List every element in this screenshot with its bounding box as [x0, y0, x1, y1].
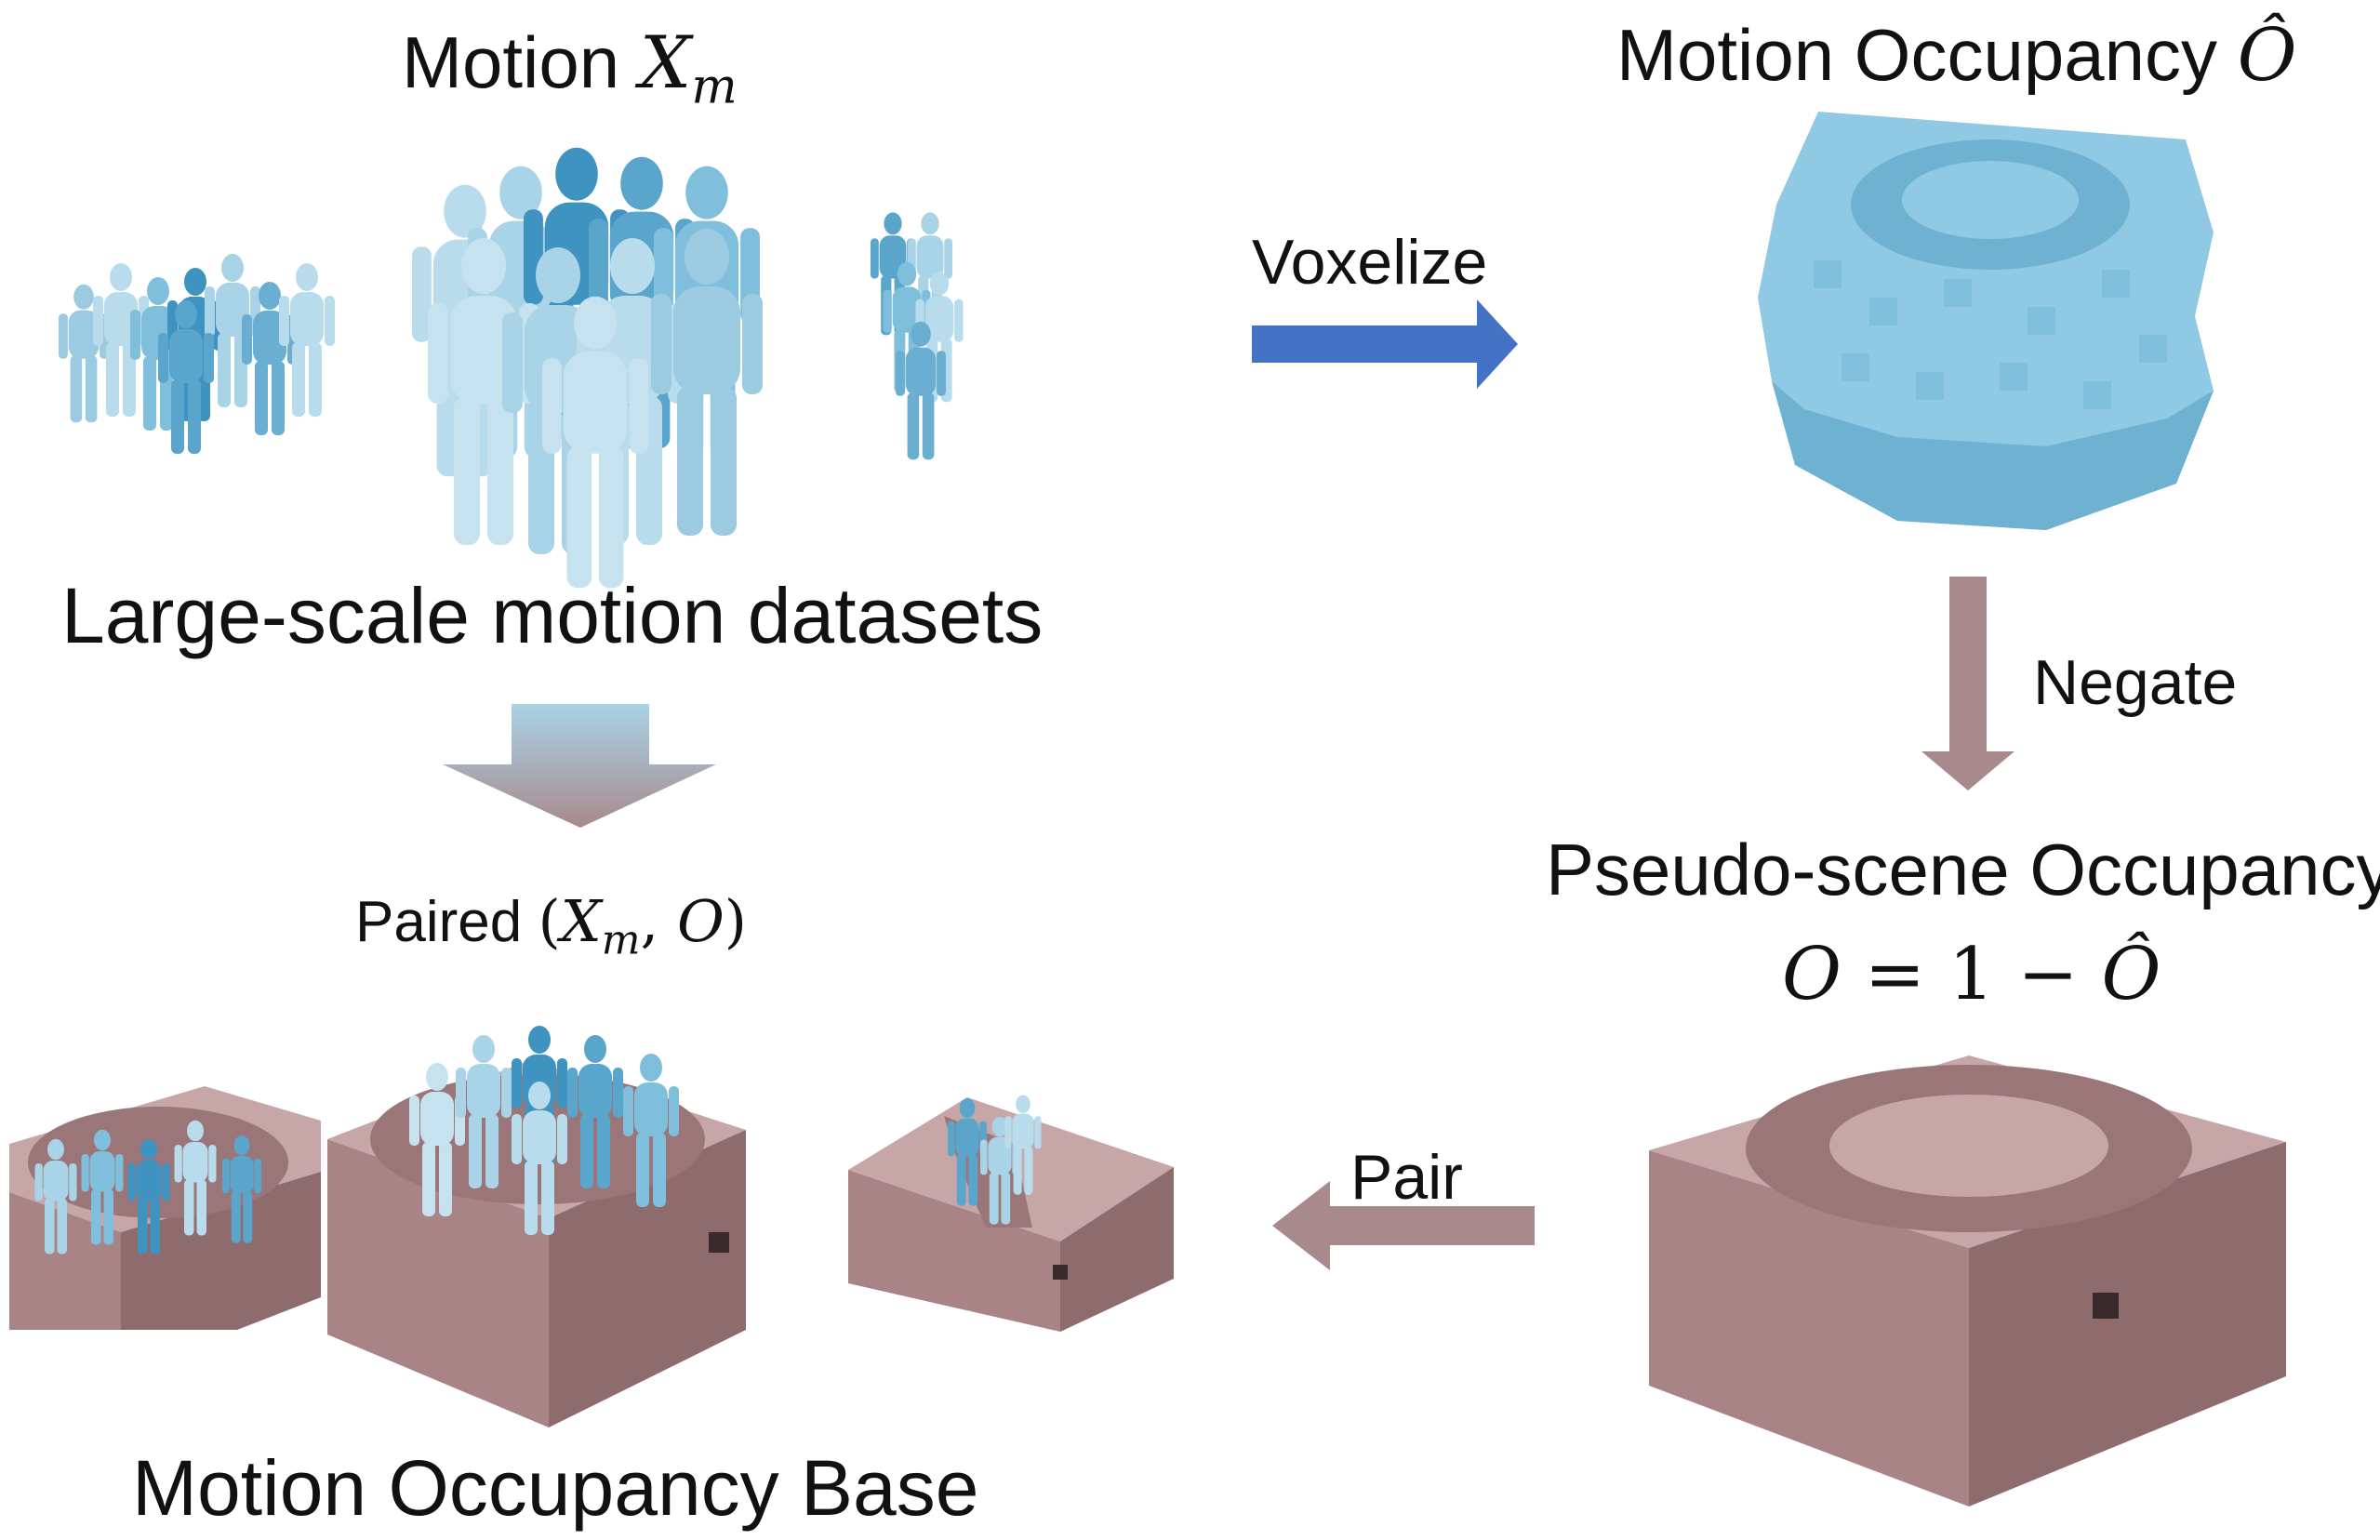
base-box-center [327, 1026, 746, 1427]
motion-occupancy-base-label: Motion Occupancy Base [132, 1444, 979, 1532]
paired-close: ) [724, 887, 747, 955]
small-motion-group-right [871, 212, 964, 460]
motion-occupancy-text: Motion Occupancy [1616, 14, 2238, 96]
paired-comma: , [640, 887, 677, 955]
voxelize-label: Voxelize [1252, 227, 1488, 298]
paired-sub: m [601, 916, 641, 964]
formula-eq: = 1 − [1841, 933, 2102, 1016]
paired-open: ( [538, 887, 561, 955]
base-box-left [9, 1086, 321, 1330]
negate-label: Negate [2033, 647, 2238, 718]
paired-label: Paired (Xm, O) [355, 893, 747, 961]
motion-var: X [639, 21, 692, 105]
pair-arrow [1272, 1181, 1535, 1270]
paired-text: Paired [355, 890, 538, 954]
small-motion-group-left [59, 254, 335, 454]
pseudo-scene-box [1649, 1055, 2286, 1507]
pseudo-scene-formula: O = 1 − Ô [1782, 937, 2161, 1011]
negate-arrow [1921, 577, 2014, 790]
pair-label: Pair [1350, 1142, 1463, 1213]
motion-title-text: Motion [402, 21, 640, 103]
formula-rhs: Ô [2101, 933, 2161, 1016]
voxelize-arrow [1252, 299, 1518, 389]
paired-down-arrow [443, 704, 716, 828]
motion-sub: m [691, 59, 738, 115]
motion-occupancy-title: Motion Occupancy Ô [1616, 19, 2297, 92]
paired-o: O [676, 887, 725, 955]
large-scale-datasets-label: Large-scale motion datasets [61, 572, 1044, 659]
large-motion-group-center [412, 147, 763, 589]
paired-x: X [560, 887, 602, 955]
motion-title: Motion Xm [402, 26, 738, 112]
motion-occupancy-var: Ô [2237, 14, 2297, 98]
motion-occupancy-voxels [1758, 112, 2214, 530]
base-box-right [848, 1095, 1174, 1332]
pseudo-scene-title: Pseudo-scene Occupancy [1546, 829, 2380, 910]
formula-lhs: O [1782, 933, 1842, 1016]
